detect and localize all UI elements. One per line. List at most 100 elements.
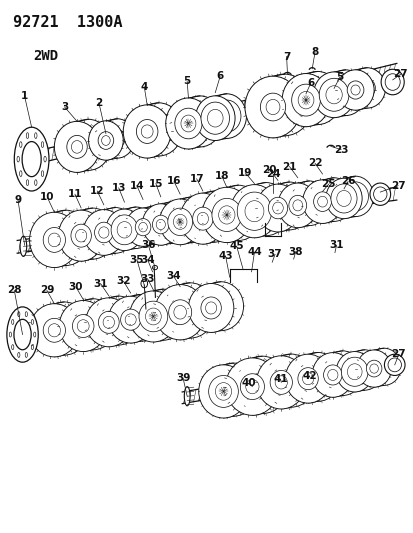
Ellipse shape: [307, 366, 327, 388]
Text: 41: 41: [273, 374, 287, 384]
Ellipse shape: [55, 225, 77, 251]
Ellipse shape: [98, 311, 119, 333]
Text: 37: 37: [267, 249, 282, 259]
Ellipse shape: [311, 353, 353, 397]
Ellipse shape: [69, 299, 116, 350]
Text: 44: 44: [247, 247, 261, 257]
Ellipse shape: [313, 72, 354, 118]
Ellipse shape: [269, 370, 292, 394]
Text: 30: 30: [69, 282, 83, 292]
Ellipse shape: [66, 135, 87, 158]
Ellipse shape: [375, 358, 391, 375]
Ellipse shape: [330, 184, 356, 213]
Text: 13: 13: [111, 183, 126, 193]
Text: 2WD: 2WD: [33, 49, 59, 62]
Ellipse shape: [136, 119, 157, 143]
Ellipse shape: [59, 301, 107, 352]
Text: 39: 39: [176, 373, 190, 383]
Ellipse shape: [117, 207, 154, 248]
Ellipse shape: [142, 204, 179, 245]
Ellipse shape: [384, 74, 399, 90]
Text: 5: 5: [335, 72, 343, 82]
Ellipse shape: [153, 201, 190, 243]
Ellipse shape: [281, 74, 329, 127]
Ellipse shape: [188, 284, 233, 333]
Ellipse shape: [313, 178, 353, 221]
Text: 21: 21: [282, 161, 296, 172]
Text: 17: 17: [189, 174, 204, 184]
Ellipse shape: [332, 363, 351, 383]
Ellipse shape: [171, 197, 212, 243]
Ellipse shape: [267, 182, 310, 230]
Ellipse shape: [29, 212, 79, 268]
Ellipse shape: [271, 91, 297, 119]
Ellipse shape: [256, 74, 312, 136]
Text: 19: 19: [237, 168, 252, 178]
Ellipse shape: [88, 121, 123, 160]
Ellipse shape: [139, 301, 167, 332]
Ellipse shape: [200, 297, 221, 319]
Text: 27: 27: [393, 69, 407, 79]
Text: 20: 20: [262, 165, 276, 175]
Ellipse shape: [293, 71, 341, 125]
Ellipse shape: [297, 368, 318, 390]
Ellipse shape: [106, 220, 124, 241]
Ellipse shape: [380, 69, 403, 95]
Ellipse shape: [285, 354, 330, 403]
Ellipse shape: [164, 283, 215, 338]
Text: 3: 3: [61, 102, 68, 112]
Text: 31: 31: [328, 240, 343, 250]
Ellipse shape: [7, 307, 38, 362]
Text: 34: 34: [140, 255, 154, 264]
Ellipse shape: [106, 209, 143, 251]
Ellipse shape: [198, 282, 243, 330]
Ellipse shape: [369, 183, 390, 205]
Ellipse shape: [120, 309, 140, 330]
Ellipse shape: [345, 350, 382, 390]
Ellipse shape: [41, 210, 90, 265]
Ellipse shape: [82, 222, 102, 245]
Ellipse shape: [123, 105, 171, 158]
Ellipse shape: [366, 360, 381, 377]
Ellipse shape: [14, 127, 49, 191]
Ellipse shape: [302, 180, 342, 223]
Text: 28: 28: [7, 286, 21, 295]
Ellipse shape: [208, 363, 257, 416]
Text: 92721  1300A: 92721 1300A: [13, 15, 122, 30]
Ellipse shape: [358, 79, 375, 97]
Text: 27: 27: [390, 181, 404, 191]
Ellipse shape: [94, 222, 113, 243]
Text: 11: 11: [68, 189, 82, 199]
Text: 1: 1: [21, 91, 28, 101]
Text: 18: 18: [214, 171, 228, 181]
Text: 31: 31: [93, 279, 107, 288]
Text: 16: 16: [166, 176, 181, 187]
Text: 22: 22: [307, 158, 322, 168]
Text: 9: 9: [14, 195, 21, 205]
Text: 24: 24: [265, 169, 280, 179]
Ellipse shape: [324, 70, 365, 116]
Ellipse shape: [330, 76, 359, 109]
Ellipse shape: [147, 117, 169, 141]
Ellipse shape: [148, 300, 177, 330]
Ellipse shape: [235, 356, 288, 414]
Ellipse shape: [266, 354, 315, 407]
Ellipse shape: [159, 199, 200, 245]
Ellipse shape: [384, 354, 404, 375]
Ellipse shape: [122, 213, 149, 243]
Ellipse shape: [302, 82, 331, 114]
Ellipse shape: [22, 142, 41, 176]
Text: 10: 10: [40, 192, 55, 203]
Ellipse shape: [109, 130, 125, 147]
Ellipse shape: [336, 70, 373, 110]
Ellipse shape: [85, 298, 132, 347]
Ellipse shape: [180, 193, 225, 244]
Ellipse shape: [135, 219, 150, 236]
Ellipse shape: [249, 372, 273, 398]
Ellipse shape: [95, 207, 135, 253]
Text: 42: 42: [301, 371, 316, 381]
Ellipse shape: [198, 365, 248, 418]
Ellipse shape: [373, 187, 386, 201]
Text: 35: 35: [129, 255, 144, 264]
Ellipse shape: [237, 192, 271, 230]
